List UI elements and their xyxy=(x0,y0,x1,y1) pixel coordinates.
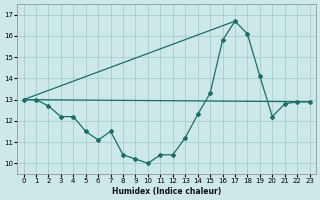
X-axis label: Humidex (Indice chaleur): Humidex (Indice chaleur) xyxy=(112,187,221,196)
